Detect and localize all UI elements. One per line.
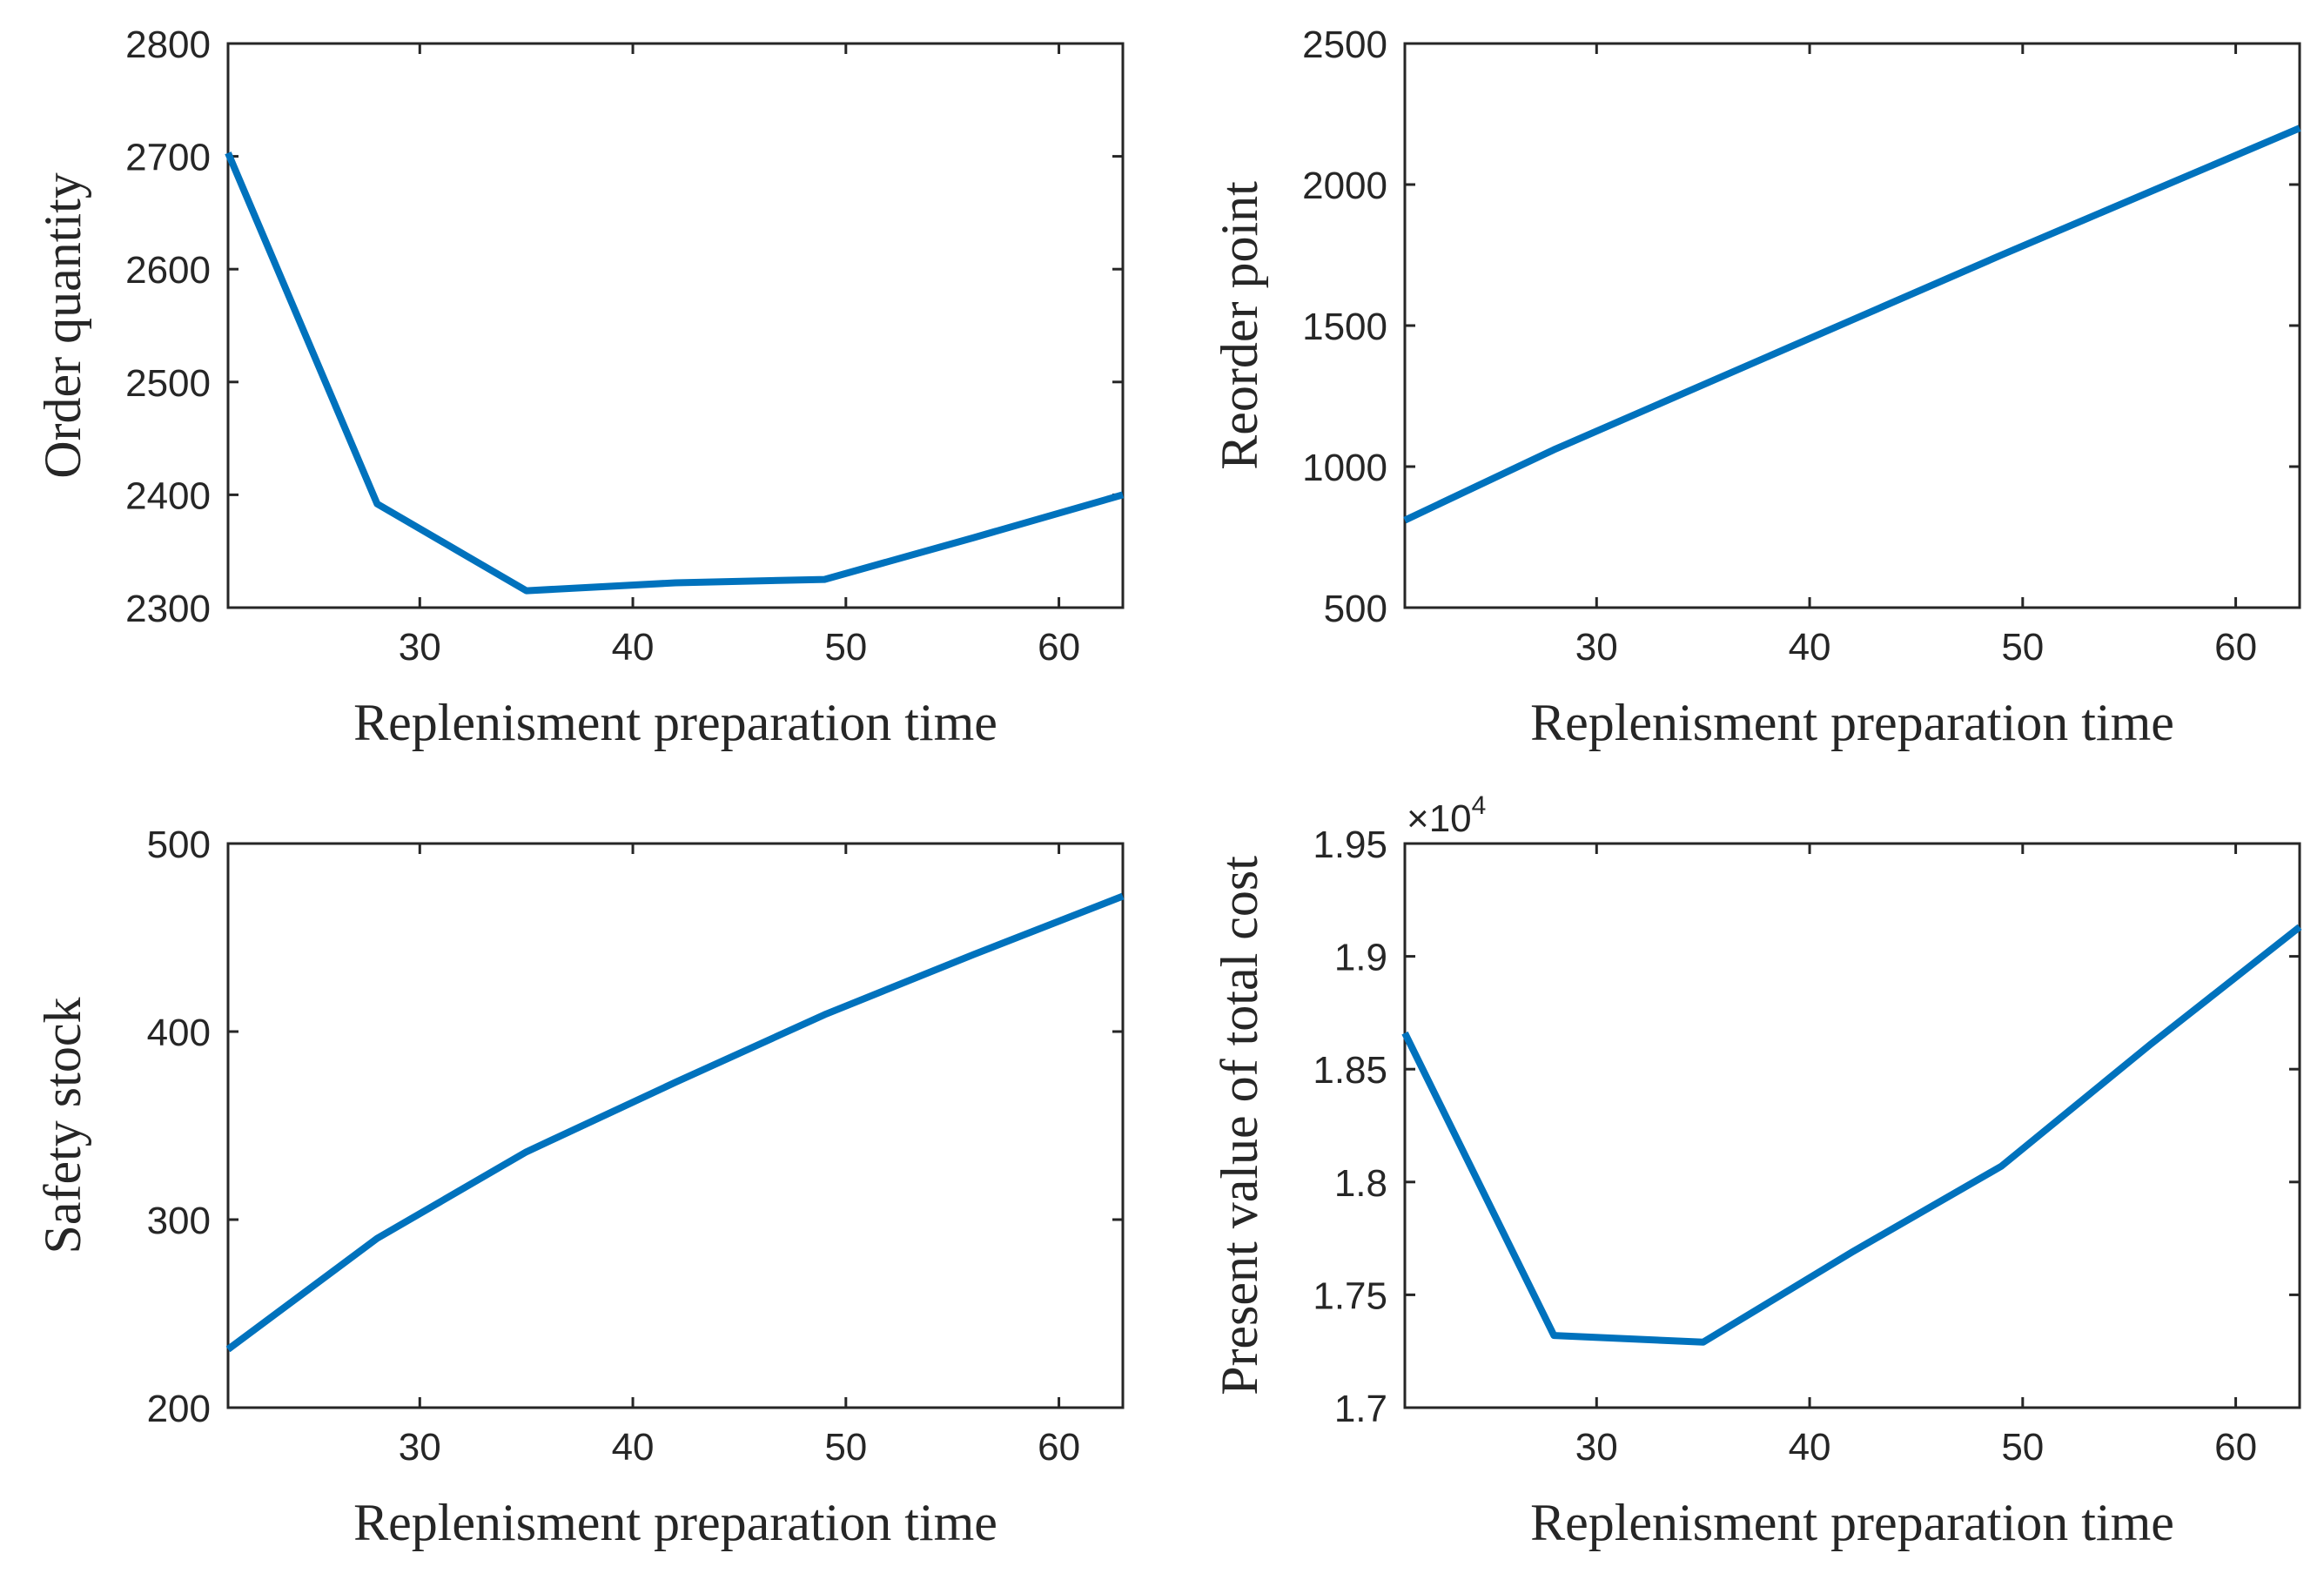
order-quantity-y-tick-label: 2700 <box>125 137 211 179</box>
order-quantity-y-axis-label: Order quantity <box>34 172 91 479</box>
total-cost-y-tick-label: 1.85 <box>1313 1049 1387 1092</box>
order-quantity-x-tick-label: 60 <box>1038 626 1080 669</box>
reorder-point-y-tick-label: 500 <box>1324 588 1387 630</box>
safety-stock-y-tick-label: 300 <box>147 1200 211 1242</box>
total-cost-x-tick-label: 60 <box>2214 1426 2257 1469</box>
total-cost-x-tick-label: 40 <box>1789 1426 1831 1469</box>
safety-stock-y-tick-label: 500 <box>147 824 211 866</box>
total-cost-panel: 30 40 50 60 1.7 1.75 1.8 1.85 1.9 1.95 Replenismen… <box>1211 791 2302 1551</box>
total-cost-y-axis-label: Present value of total cost <box>1211 856 1268 1395</box>
reorder-point-y-axis-label: Reorder point <box>1211 181 1268 470</box>
reorder-point-panel: 30 40 50 60 500 1000 1500 2000 2500 Replenisment … <box>1211 24 2301 751</box>
reorder-point-x-tick-label: 40 <box>1789 626 1831 669</box>
order-quantity-y-tick-label: 2400 <box>125 474 211 517</box>
order-quantity-x-axis-label: Replenisment preparation time <box>353 694 997 751</box>
reorder-point-x-tick-label: 60 <box>2214 626 2257 669</box>
safety-stock-x-tick-label: 50 <box>824 1426 867 1469</box>
safety-stock-plot-frame <box>226 842 1125 1409</box>
order-quantity-y-tick-label: 2500 <box>125 362 211 405</box>
total-cost-x-tick-label: 50 <box>2001 1426 2044 1469</box>
total-cost-y-tick-label: 1.95 <box>1313 824 1387 866</box>
total-cost-y-tick-label: 1.8 <box>1334 1162 1387 1205</box>
safety-stock-series-line <box>225 892 1125 1353</box>
order-quantity-y-tick-label: 2800 <box>125 24 211 66</box>
reorder-point-x-axis-label: Replenisment preparation time <box>1530 694 2174 751</box>
total-cost-y-tick-label: 1.7 <box>1334 1388 1387 1430</box>
reorder-point-y-tick-label: 2500 <box>1302 24 1387 66</box>
safety-stock-x-axis-label: Replenisment preparation time <box>353 1494 997 1551</box>
safety-stock-x-tick-label: 40 <box>612 1426 655 1469</box>
total-cost-multiplier-exponent: 4 <box>1472 791 1487 820</box>
total-cost-series-line <box>1401 924 2302 1346</box>
total-cost-y-tick-label: 1.9 <box>1334 937 1387 979</box>
safety-stock-y-axis-label: Safety stock <box>34 998 91 1254</box>
order-quantity-plot-frame <box>226 42 1125 609</box>
safety-stock-y-tick-label: 200 <box>147 1388 211 1430</box>
total-cost-multiplier-base: ×10 <box>1407 797 1472 840</box>
total-cost-x-axis-label: Replenisment preparation time <box>1530 1494 2174 1551</box>
order-quantity-x-tick-label: 50 <box>824 626 867 669</box>
reorder-point-x-tick-label: 50 <box>2001 626 2044 669</box>
order-quantity-y-tick-label: 2600 <box>125 249 211 292</box>
order-quantity-x-tick-label: 30 <box>399 626 441 669</box>
order-quantity-x-tick-label: 40 <box>612 626 655 669</box>
reorder-point-x-tick-label: 30 <box>1575 626 1618 669</box>
reorder-point-y-tick-label: 1500 <box>1302 306 1387 348</box>
reorder-point-series-line <box>1403 124 2301 524</box>
total-cost-y-tick-label: 1.75 <box>1313 1274 1387 1317</box>
safety-stock-x-tick-label: 60 <box>1038 1426 1080 1469</box>
reorder-point-plot-frame <box>1403 42 2301 609</box>
order-quantity-panel: 30 40 50 60 2300 2400 2500 2600 2700 2800 Replenis… <box>34 24 1125 751</box>
total-cost-exponent-multiplier: ×104 <box>1407 791 1486 840</box>
safety-stock-panel: 30 40 50 60 200 300 400 500 Replenisment prepara… <box>34 824 1125 1551</box>
total-cost-plot-frame <box>1403 842 2301 1409</box>
safety-stock-x-tick-label: 30 <box>399 1426 441 1469</box>
total-cost-x-tick-label: 30 <box>1575 1426 1618 1469</box>
reorder-point-y-tick-label: 2000 <box>1302 165 1387 207</box>
order-quantity-y-tick-label: 2300 <box>125 588 211 630</box>
reorder-point-y-tick-label: 1000 <box>1302 447 1387 489</box>
safety-stock-y-tick-label: 400 <box>147 1012 211 1054</box>
order-quantity-series-line <box>225 151 1125 595</box>
